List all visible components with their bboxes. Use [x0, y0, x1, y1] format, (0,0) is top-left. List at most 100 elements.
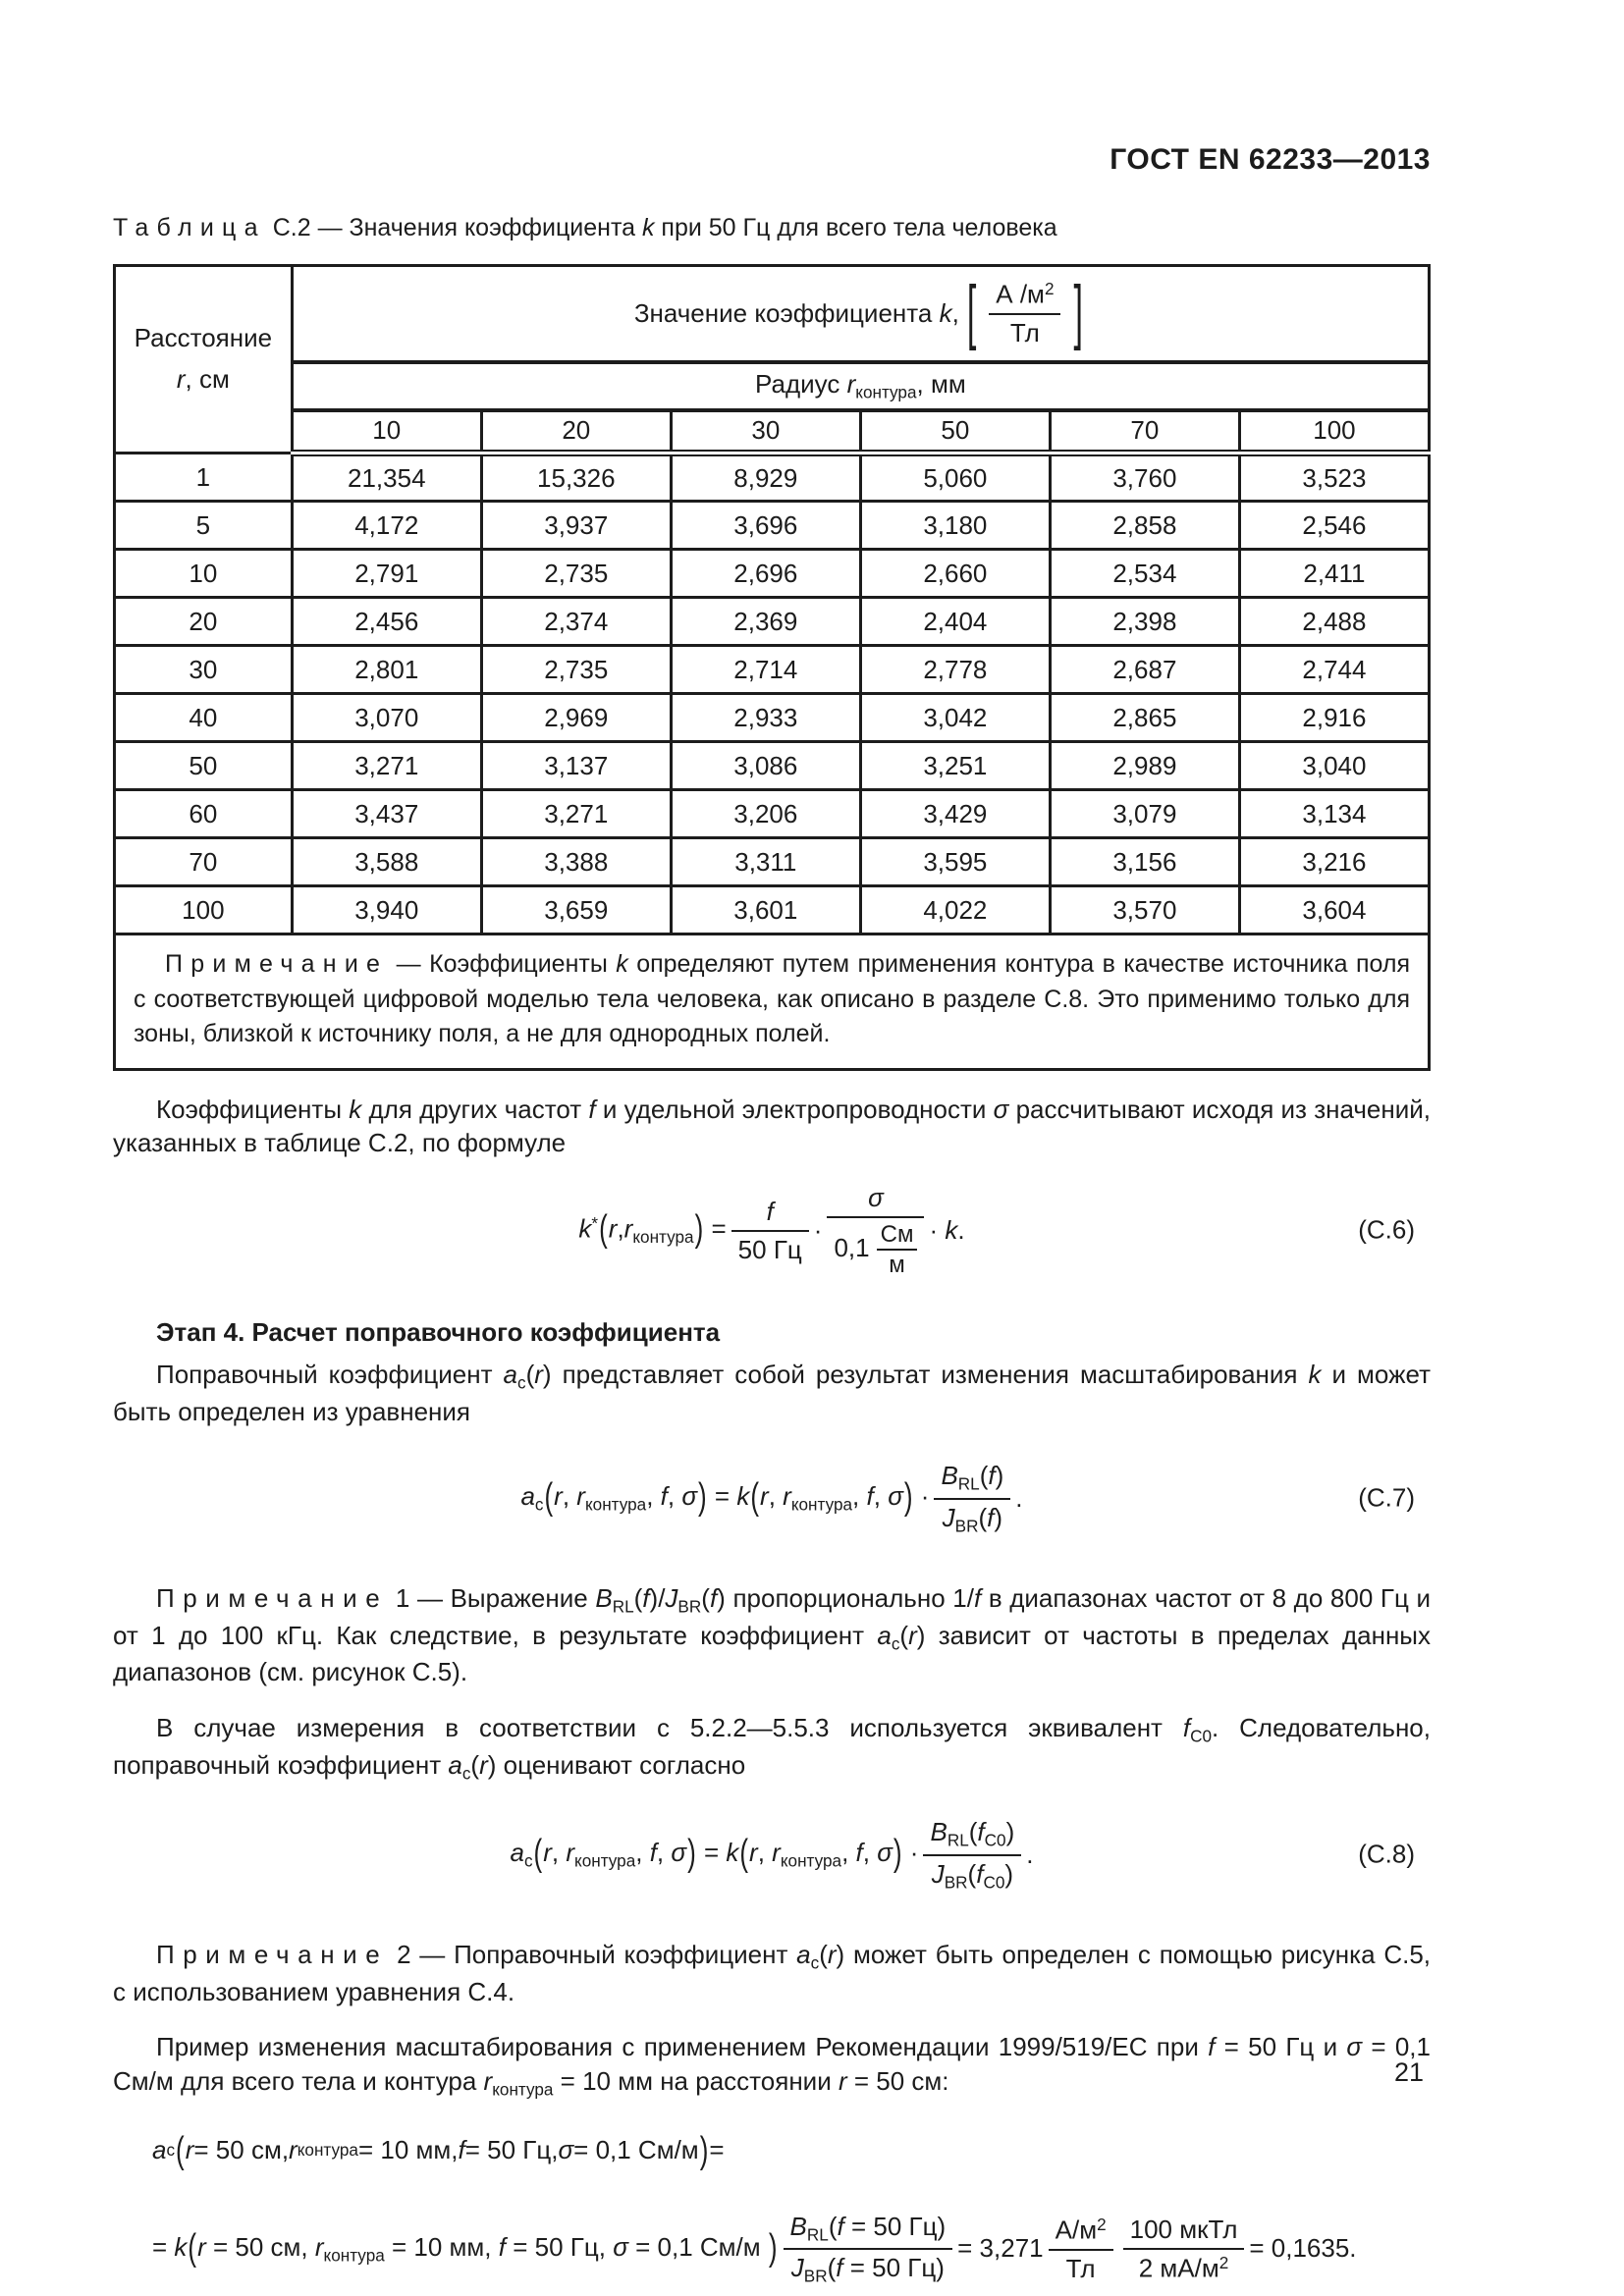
value-cell: 3,070	[290, 692, 483, 743]
value-cell: 2,660	[858, 548, 1052, 599]
unit-numerator: А /м2	[989, 278, 1061, 316]
radius-columns-row: 10 20 30 50 70 100	[115, 408, 1432, 456]
radius-column-header: 70	[1048, 408, 1241, 456]
radius-column-header: 10	[290, 408, 483, 456]
value-cell: 3,601	[669, 884, 862, 935]
table-caption: Таблица С.2 — Значения коэффициента k пр…	[113, 214, 1057, 241]
formula-c6-nested-fraction: См м	[876, 1222, 918, 1277]
example-line2-result: = 0,1635.	[1249, 2233, 1357, 2264]
equation-label-c6: (С.6)	[1358, 1214, 1415, 1245]
distance-header-cell: Расстояние r, см	[113, 264, 294, 454]
formula-c6-fraction2: σ 0,1 См м	[827, 1182, 925, 1278]
value-cell: 2,858	[1048, 500, 1241, 551]
value-cell: 2,989	[1048, 740, 1241, 791]
paragraph-example: Пример изменения масштабирования с приме…	[113, 2032, 1431, 2100]
value-cell: 3,388	[479, 836, 673, 887]
value-cell: 8,929	[669, 452, 862, 503]
radius-column-header: 100	[1237, 408, 1432, 456]
value-cell: 3,604	[1237, 884, 1432, 935]
table-row: 50 3,271 3,137 3,086 3,251 2,989 3,040	[113, 740, 1432, 791]
distance-cell: 60	[113, 788, 294, 839]
value-cell: 2,791	[290, 548, 483, 599]
value-cell: 3,079	[1048, 788, 1241, 839]
table-note-text: Примечание — Коэффициенты k определяют п…	[134, 950, 1410, 1047]
distance-header-line2: r, см	[176, 364, 230, 394]
value-cell: 4,022	[858, 884, 1052, 935]
value-cell: 2,411	[1237, 548, 1432, 599]
unit-fraction: А /м2 Тл	[989, 278, 1061, 348]
value-cell: 4,172	[290, 500, 483, 551]
value-cell: 2,735	[479, 548, 673, 599]
formula-c7-fraction: BRL(f) JBR(f)	[934, 1460, 1011, 1536]
value-cell: 2,801	[290, 644, 483, 695]
unit-denominator: Тл	[1009, 318, 1040, 348]
formula-c8-fraction: BRL(fС0) JBR(fС0)	[923, 1816, 1022, 1893]
value-cell: 21,354	[290, 452, 483, 503]
formula-c6-fraction1: f 50 Гц	[731, 1196, 809, 1265]
example-equation-line2: = k(r = 50 см, rконтура = 10 мм, f = 50 …	[152, 2192, 1431, 2296]
coefficient-table: Расстояние r, см Значение коэффициента k…	[113, 264, 1432, 1071]
distance-cell: 30	[113, 644, 294, 695]
paragraph-correction-coefficient: Поправочный коэффициент aс(r) представля…	[113, 1360, 1431, 1426]
table-header-value-row: Расстояние r, см Значение коэффициента k…	[113, 264, 1432, 454]
value-cell: 2,404	[858, 596, 1052, 647]
value-cell: 2,546	[1237, 500, 1432, 551]
value-cell: 3,696	[669, 500, 862, 551]
value-cell: 3,659	[479, 884, 673, 935]
radius-column-header: 50	[858, 408, 1052, 456]
value-cell: 2,696	[669, 548, 862, 599]
distance-header-line1: Расстояние	[134, 323, 273, 353]
multiplication-dot: ·	[813, 1214, 823, 1245]
value-cell: 3,271	[479, 788, 673, 839]
table-row: 100 3,940 3,659 3,601 4,022 3,570 3,604	[113, 884, 1432, 935]
formula-c6-lhs: k*(r,rконтура) =	[578, 1206, 727, 1250]
formula-c7-lhs: aс(r, rконтура, f, σ) = k(r, rконтура, f…	[520, 1474, 930, 1518]
value-cell: 2,369	[669, 596, 862, 647]
radius-column-header: 30	[669, 408, 862, 456]
table-row: 20 2,456 2,374 2,369 2,404 2,398 2,488	[113, 596, 1432, 647]
page-number: 21	[1393, 2057, 1424, 2087]
example-fraction-brl: BRL(f = 50 Гц) JBR(f = 50 Гц)	[783, 2211, 953, 2287]
distance-cell: 1	[113, 452, 294, 503]
table-header-radius-row: Радиус rконтура, мм	[115, 360, 1432, 412]
value-cell: 2,933	[669, 692, 862, 743]
right-bracket-glyph: ]	[1073, 272, 1083, 353]
doc-header: ГОСТ EN 62233—2013	[1110, 143, 1431, 176]
table-note-row: Примечание — Коэффициенты k определяют п…	[113, 933, 1431, 1071]
value-cell: 3,595	[858, 836, 1052, 887]
table-row: 30 2,801 2,735 2,714 2,778 2,687 2,744	[113, 644, 1432, 695]
value-cell: 3,137	[479, 740, 673, 791]
value-cell: 5,060	[858, 452, 1052, 503]
value-cell: 2,687	[1048, 644, 1241, 695]
example-equation-line1: a с(r = 50 см, r контура = 10 мм, f = 50 Г…	[152, 2128, 725, 2171]
paragraph-coefficients: Коэффициенты k для других частот f и уде…	[113, 1094, 1431, 1158]
radius-header-cell: Радиус rконтура, мм	[290, 360, 1432, 412]
equation-label-c8: (С.8)	[1358, 1839, 1415, 1869]
table-row: 5 4,172 3,937 3,696 3,180 2,858 2,546	[113, 500, 1432, 551]
value-cell: 3,429	[858, 788, 1052, 839]
formula-c7: aс(r, rконтура, f, σ) = k(r, rконтура, f…	[113, 1436, 1431, 1560]
formula-c6: k*(r,rконтура) = f 50 Гц · σ 0,1 См м · k.…	[113, 1168, 1431, 1292]
distance-cell: 70	[113, 836, 294, 887]
example-fraction-values: 100 мкТл 2 мА/м2	[1122, 2214, 1245, 2284]
formula-c8-tail: .	[1026, 1839, 1034, 1869]
distance-cell: 40	[113, 692, 294, 743]
value-cell: 2,916	[1237, 692, 1432, 743]
table-note-cell: Примечание — Коэффициенты k определяют п…	[113, 933, 1431, 1071]
value-cell: 2,735	[479, 644, 673, 695]
value-cell: 15,326	[479, 452, 673, 503]
example-fraction-units: А/м2 Тл	[1048, 2214, 1113, 2284]
value-cell: 3,311	[669, 836, 862, 887]
table-row: 10 2,791 2,735 2,696 2,660 2,534 2,411	[113, 548, 1432, 599]
value-cell: 3,040	[1237, 740, 1432, 791]
note-2: Примечание 2 — Поправочный коэффициент a…	[113, 1940, 1431, 2006]
value-cell: 3,216	[1237, 836, 1432, 887]
value-cell: 2,714	[669, 644, 862, 695]
value-cell: 2,969	[479, 692, 673, 743]
value-cell: 3,940	[290, 884, 483, 935]
value-cell: 3,271	[290, 740, 483, 791]
table-body: 1 21,354 15,326 8,929 5,060 3,760 3,523 5 4,172 3…	[113, 452, 1432, 935]
value-cell: 2,374	[479, 596, 673, 647]
distance-cell: 100	[113, 884, 294, 935]
